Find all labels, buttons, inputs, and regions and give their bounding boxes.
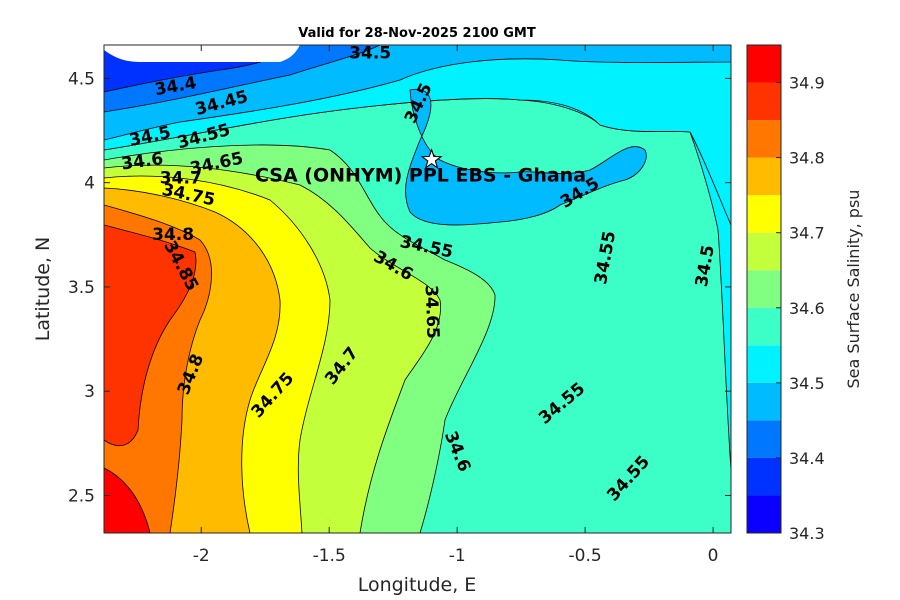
colorbar-tick-label: 34.3 [789,524,825,543]
colorbar-label: Sea Surface Salinity, psu [844,190,863,389]
contour-label: 34.7 [160,168,202,188]
y-tick-label: 2.5 [68,486,95,506]
site-label: CSA (ONHYM) PPL EBS - Ghana [255,165,586,187]
colorbar-tick-label: 34.4 [789,449,825,468]
colorbar-tick-label: 34.6 [789,299,825,318]
salinity-band-34.90 [104,467,151,533]
site-star-icon [420,148,443,170]
plot-frame [103,44,732,534]
salinity-band-34.85 [104,224,197,447]
site-marker-group: CSA (ONHYM) PPL EBS - Ghana [255,148,586,187]
contour-label: 34.8 [152,225,194,245]
colorbar-swatch [747,270,781,308]
chart-title: Valid for 28-Nov-2025 2100 GMT [298,26,536,41]
colorbar-swatch [747,45,781,83]
colorbar [747,45,781,533]
colorbar-ticks: 34.3 34.4 34.5 34.6 34.7 34.8 34.9 [776,74,825,543]
contour-label: 34.5 [349,43,391,63]
x-tick-label: -1 [449,546,466,566]
land-mask [104,45,300,62]
colorbar-swatch [747,345,781,383]
y-tick-label: 4 [84,174,95,194]
contour-label: 34.65 [421,285,443,339]
colorbar-swatch [747,457,781,496]
colorbar-tick-label: 34.8 [789,149,825,168]
colorbar-swatch [747,382,781,421]
y-axis-label: Latitude, N [32,237,54,342]
x-tick-label: -2 [193,546,210,566]
salinity-band-34.45-pocket [405,88,647,226]
x-axis-label: Longitude, E [358,574,477,596]
x-tick-label: -0.5 [569,546,602,566]
y-tick-label: 4.5 [68,69,95,89]
colorbar-swatch [747,307,781,346]
colorbar-tick-label: 34.7 [789,224,825,243]
colorbar-tick-label: 34.5 [789,374,825,393]
y-tick-label: 3.5 [68,278,95,298]
colorbar-swatch [747,232,781,271]
y-axis-ticks: 2.5 3 3.5 4 4.5 [68,69,731,506]
x-tick-label: -1.5 [313,546,346,566]
colorbar-tick-label: 34.9 [789,74,825,93]
colorbar-swatch [747,195,781,233]
y-tick-label: 3 [84,382,95,402]
colorbar-swatch [747,420,781,458]
x-tick-label: 0 [708,546,719,566]
colorbar-swatch [747,82,781,121]
colorbar-swatch [747,495,781,533]
x-axis-ticks: -2 -1.5 -1 -0.5 0 [193,45,719,566]
colorbar-swatch [747,120,781,158]
colorbar-swatch [747,157,781,196]
colorbar-frame [746,44,782,534]
